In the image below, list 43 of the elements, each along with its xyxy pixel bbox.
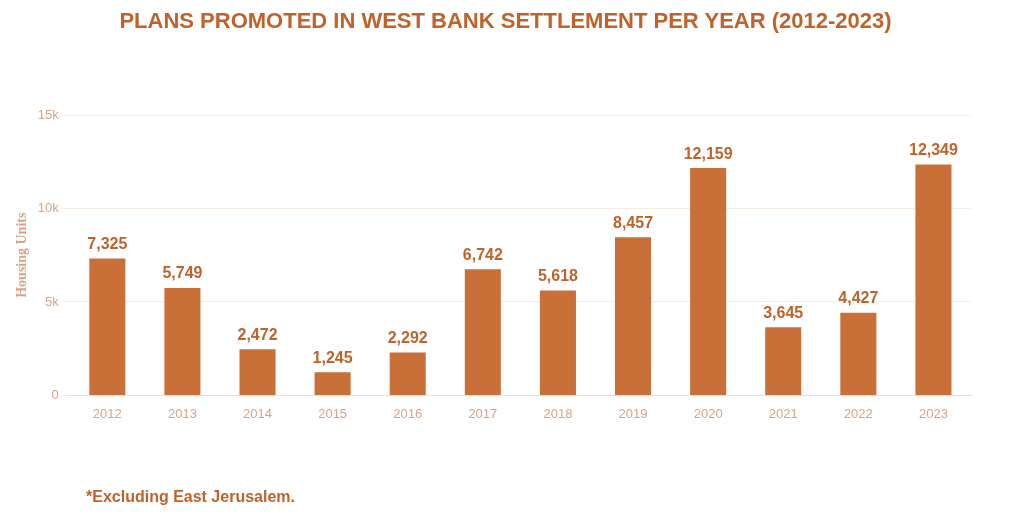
bar (89, 258, 126, 395)
x-tick-label: 2015 (318, 405, 348, 421)
data-label: 4,427 (838, 289, 879, 307)
y-axis-title: Housing Units (14, 212, 30, 298)
bar (690, 168, 727, 395)
bar (539, 290, 576, 395)
y-tick-label: 0 (51, 386, 59, 402)
bar (239, 349, 276, 395)
data-label: 5,749 (162, 264, 203, 282)
chart-title: PLANS PROMOTED IN WEST BANK SETTLEMENT PER YEAR (2012-2023) (118, 8, 893, 34)
data-label: 12,159 (683, 144, 733, 162)
data-label: 3,645 (763, 303, 804, 321)
x-tick-label: 2023 (918, 405, 948, 421)
x-tick-label: 2018 (543, 405, 573, 421)
bar (164, 287, 201, 395)
x-tick-label: 2012 (92, 405, 122, 421)
bar (389, 352, 426, 395)
bar (765, 327, 802, 395)
data-label: 12,349 (908, 140, 959, 158)
y-tick-label: 5k (45, 293, 60, 309)
y-tick-label: 15k (37, 106, 60, 122)
bar (840, 312, 877, 395)
x-tick-label: 2021 (768, 405, 798, 421)
bar (615, 237, 652, 395)
data-label: 5,618 (537, 266, 579, 284)
x-tick-label: 2014 (243, 405, 272, 421)
x-tick-label: 2022 (843, 405, 873, 421)
data-label: 7,325 (87, 234, 128, 252)
x-tick-label: 2017 (468, 405, 498, 421)
bar (314, 372, 351, 395)
x-tick-label: 2016 (393, 405, 423, 421)
bar (464, 269, 501, 395)
data-label: 8,457 (613, 213, 654, 231)
x-tick-label: 2019 (618, 405, 648, 421)
data-label: 2,292 (387, 328, 428, 346)
data-label: 1,245 (312, 348, 353, 366)
y-tick-label: 10k (37, 200, 60, 216)
x-tick-label: 2013 (167, 405, 197, 421)
text: *Excluding East Jerusalem. (86, 488, 295, 506)
data-label: 2,472 (237, 325, 278, 343)
x-tick-label: 2020 (693, 405, 723, 421)
data-label: 6,742 (462, 245, 503, 263)
bar (915, 164, 952, 395)
